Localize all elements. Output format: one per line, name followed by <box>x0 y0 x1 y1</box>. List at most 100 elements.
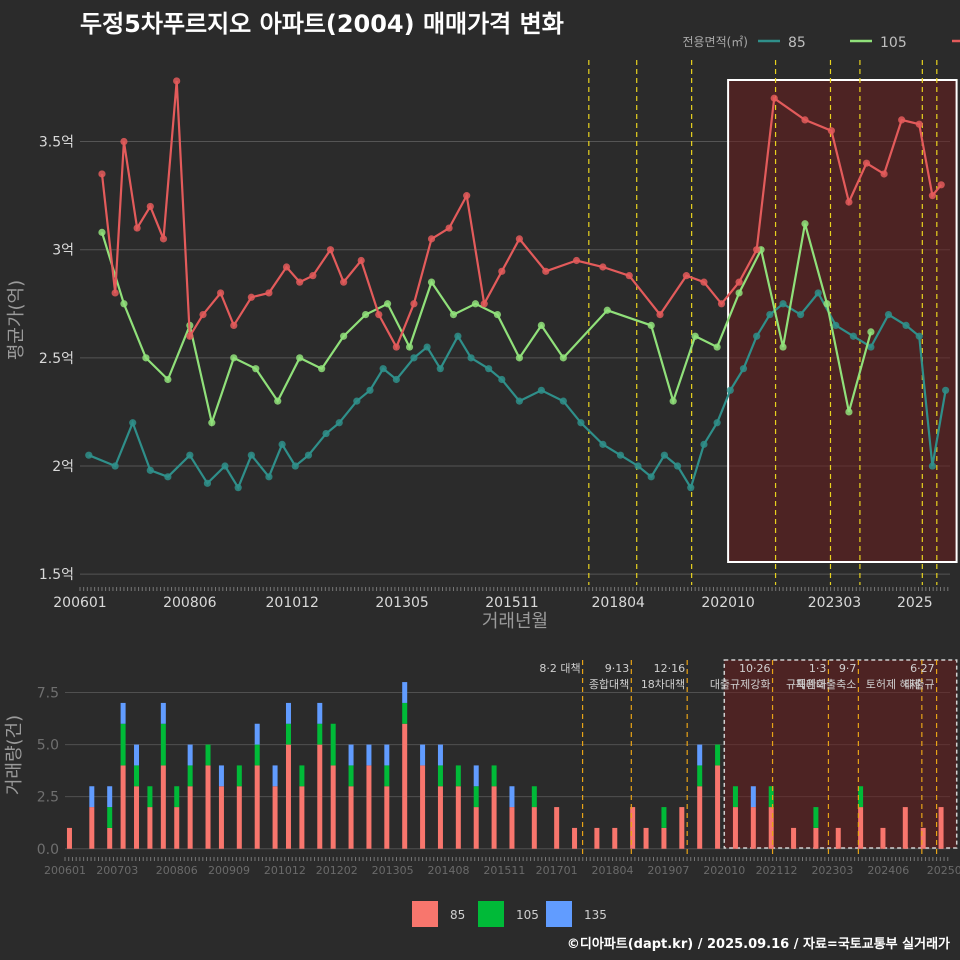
series-point-105 <box>669 397 677 405</box>
series-point-105 <box>779 343 787 351</box>
series-point-135 <box>700 278 708 286</box>
volume-bar-85 <box>455 786 461 849</box>
series-point-85 <box>537 386 545 394</box>
series-point-85 <box>423 343 431 351</box>
series-point-85 <box>322 429 330 438</box>
price-xtick-label: 201305 <box>375 595 428 611</box>
series-point-85 <box>797 310 805 319</box>
volume-bar-85 <box>272 786 278 849</box>
series-point-105 <box>274 397 282 405</box>
series-point-105 <box>120 300 128 308</box>
series-point-85 <box>634 462 642 470</box>
series-point-85 <box>687 484 695 492</box>
volume-bar-85 <box>174 807 180 849</box>
volume-bar-85 <box>835 827 841 849</box>
volume-bar-135 <box>272 765 278 787</box>
volume-bar-105 <box>473 786 479 808</box>
volume-bar-105 <box>437 765 443 787</box>
volume-bar-135 <box>120 702 126 724</box>
series-point-85 <box>559 397 567 405</box>
volume-bar-135 <box>402 682 408 703</box>
series-point-85 <box>599 440 607 448</box>
price-xtick-label: 202303 <box>808 595 861 611</box>
series-point-85 <box>234 484 242 492</box>
price-xtick-label: 201804 <box>592 595 646 611</box>
volume-bar-85 <box>402 723 408 849</box>
series-point-135 <box>410 300 418 308</box>
series-point-135 <box>498 267 506 275</box>
volume-legend-label-85: 85 <box>450 908 465 922</box>
volume-bar-85 <box>147 807 153 849</box>
volume-bar-85 <box>299 786 305 849</box>
series-point-135 <box>928 192 937 200</box>
volume-bar-85 <box>66 827 72 849</box>
volume-bar-135 <box>384 744 390 766</box>
volume-ytick-label: 5.0 <box>37 738 59 754</box>
volume-chart: 0.0 2.5 5.0 7.5 200601 200703 200806 200909 2010… <box>4 659 960 927</box>
series-point-85 <box>766 310 774 319</box>
series-line-105 <box>100 223 872 427</box>
volume-bar-105 <box>384 765 390 787</box>
series-point-105 <box>735 289 743 297</box>
volume-bar-85 <box>697 786 703 849</box>
series-point-105 <box>318 365 326 373</box>
volume-bar-105 <box>236 765 242 787</box>
volume-legend-label-105: 105 <box>516 908 539 922</box>
volume-bar-85 <box>750 807 756 849</box>
series-point-85 <box>884 310 893 319</box>
series-point-135 <box>898 116 906 124</box>
volume-bar-105 <box>661 807 667 828</box>
series-point-135 <box>445 224 453 232</box>
series-point-85 <box>436 365 444 373</box>
policy-annotation: 대출규제강화 <box>710 678 771 691</box>
volume-bar-85 <box>902 807 908 849</box>
series-point-135 <box>572 256 581 265</box>
volume-bar-85 <box>679 807 685 849</box>
volume-bar-85 <box>236 786 242 849</box>
volume-bar-85 <box>661 827 667 849</box>
series-point-105 <box>383 300 392 308</box>
series-point-105 <box>230 354 238 362</box>
policy-annotation: 특례대출축소 <box>796 678 857 691</box>
series-point-105 <box>164 375 172 384</box>
series-point-105 <box>713 343 721 351</box>
series-point-85 <box>673 462 682 470</box>
volume-bar-105 <box>455 765 461 787</box>
volume-bar-85 <box>572 827 578 849</box>
volume-bar-105 <box>768 786 774 808</box>
policy-annotation: 규제완화 <box>786 678 826 691</box>
series-point-85 <box>291 462 299 470</box>
series-point-105 <box>252 365 260 373</box>
series-point-105 <box>493 310 502 319</box>
series-point-135 <box>599 263 607 271</box>
price-ytick-label: 1.5억 <box>39 567 74 583</box>
series-point-135 <box>845 198 853 206</box>
series-point-105 <box>142 354 150 362</box>
volume-bar-105 <box>317 723 323 745</box>
legend-title: 전용면적(㎡) <box>682 35 748 49</box>
series-point-85 <box>467 354 475 362</box>
series-point-135 <box>656 310 664 319</box>
volume-bar-85 <box>813 827 819 849</box>
volume-bar-85 <box>317 744 323 849</box>
series-point-105 <box>823 300 831 308</box>
volume-bar-105 <box>174 786 180 808</box>
series-point-135 <box>480 300 488 308</box>
volume-xtick-label: 201012 <box>264 864 306 877</box>
series-point-105 <box>647 321 655 330</box>
volume-legend-swatch-135 <box>546 901 572 927</box>
volume-bar-105 <box>134 765 140 787</box>
series-point-135 <box>937 181 945 189</box>
volume-bar-85 <box>420 765 426 849</box>
price-xaxis-label: 거래년월 <box>482 611 548 632</box>
volume-bar-85 <box>285 744 291 849</box>
volume-bar-105 <box>299 765 305 787</box>
volume-yaxis-label: 거래량(건) <box>4 715 25 795</box>
volume-bar-85 <box>715 765 721 849</box>
chart-title: 두정5차푸르지오 아파트(2004) 매매가격 변화 <box>80 10 564 38</box>
price-xtick-label: 2025 <box>897 595 933 611</box>
volume-bar-105 <box>205 744 211 766</box>
series-point-105 <box>427 278 436 286</box>
volume-ytick-label: 0.0 <box>37 842 59 858</box>
